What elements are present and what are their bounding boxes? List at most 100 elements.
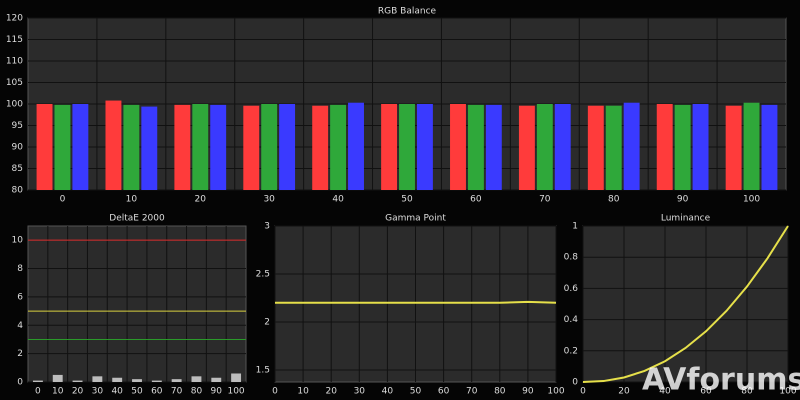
y-tick-label: 8	[17, 264, 23, 274]
bar	[725, 105, 742, 190]
bar	[243, 105, 260, 190]
bar	[231, 373, 242, 382]
y-tick-label: 95	[12, 121, 23, 131]
y-tick-label: 100	[6, 100, 23, 110]
bar	[192, 104, 209, 190]
x-tick-label: 90	[522, 387, 534, 397]
bar	[191, 376, 202, 382]
bar	[623, 102, 640, 190]
bar	[416, 104, 433, 190]
y-tick-label: 2	[264, 318, 270, 328]
bar	[105, 100, 122, 190]
y-tick-label: 90	[12, 143, 24, 153]
x-tick-label: 20	[618, 387, 630, 397]
bar	[743, 102, 760, 190]
y-tick-label: 10	[12, 236, 24, 246]
bar	[72, 380, 83, 382]
x-tick-label: 20	[325, 387, 337, 397]
y-tick-label: 120	[6, 14, 23, 24]
bar	[674, 104, 691, 190]
x-tick-label: 100	[743, 195, 760, 205]
x-tick-label: 80	[608, 195, 620, 205]
y-tick-label: 0.4	[564, 315, 579, 325]
x-tick-label: 10	[297, 387, 309, 397]
x-tick-label: 100	[547, 387, 564, 397]
x-tick-label: 10	[52, 387, 64, 397]
chart-title: Gamma Point	[385, 214, 446, 224]
x-tick-label: 90	[677, 195, 689, 205]
watermark: AVforums	[642, 363, 800, 398]
plot-area	[582, 225, 789, 383]
x-tick-label: 60	[700, 387, 712, 397]
y-tick-label: 105	[6, 78, 23, 88]
x-tick-label: 80	[494, 387, 506, 397]
line	[582, 225, 789, 383]
bar	[32, 380, 43, 382]
y-tick-label: 2.5	[256, 270, 270, 280]
y-tick-label: 0	[17, 378, 23, 388]
y-tick-label: 0.2	[564, 346, 578, 356]
bar	[132, 379, 142, 382]
bar	[330, 104, 347, 190]
bar	[171, 379, 182, 382]
chart-title: RGB Balance	[378, 7, 437, 17]
y-tick-label: 115	[6, 35, 23, 45]
bar	[112, 377, 123, 382]
y-tick-label: 3	[264, 222, 270, 232]
y-tick-label: 1.5	[256, 366, 270, 376]
x-tick-label: 40	[111, 387, 123, 397]
bar	[399, 104, 415, 190]
x-tick-label: 80	[191, 387, 203, 397]
chart-title: DeltaE 2000	[109, 214, 165, 224]
y-tick-label: 0	[572, 378, 578, 388]
bar	[52, 374, 63, 382]
y-tick-label: 2	[17, 349, 23, 359]
bar	[141, 106, 158, 190]
bar	[211, 377, 222, 382]
bar	[261, 104, 278, 190]
bar	[312, 105, 329, 190]
chart-title: Luminance	[661, 214, 711, 224]
x-tick-label: 30	[263, 195, 275, 205]
x-tick-label: 50	[401, 195, 413, 205]
x-tick-label: 0	[35, 387, 41, 397]
bar	[36, 104, 53, 190]
x-tick-label: 20	[195, 195, 207, 205]
x-tick-label: 60	[470, 195, 482, 205]
bar	[536, 104, 553, 190]
x-tick-label: 0	[272, 387, 278, 397]
bar	[54, 104, 71, 190]
x-tick-label: 20	[72, 387, 84, 397]
x-tick-label: 50	[410, 387, 422, 397]
bar	[761, 104, 778, 190]
bar	[554, 104, 571, 190]
x-tick-label: 0	[60, 195, 66, 205]
y-tick-label: 80	[12, 186, 24, 196]
x-tick-label: 50	[131, 387, 143, 397]
bar	[174, 104, 191, 190]
x-tick-label: 90	[211, 387, 223, 397]
bar	[587, 105, 604, 190]
bar	[381, 104, 398, 190]
x-tick-label: 60	[438, 387, 450, 397]
y-tick-label: 6	[17, 292, 23, 302]
bar	[692, 104, 709, 190]
bar	[279, 104, 296, 190]
x-tick-label: 10	[126, 195, 138, 205]
bar	[485, 104, 502, 190]
x-tick-label: 100	[779, 387, 796, 397]
x-tick-label: 100	[227, 387, 244, 397]
x-tick-label: 0	[580, 387, 586, 397]
y-tick-label: 0.8	[564, 253, 579, 263]
y-tick-label: 4	[17, 321, 23, 331]
bar	[123, 104, 140, 190]
x-tick-label: 60	[151, 387, 163, 397]
bar	[92, 376, 103, 382]
bar	[605, 105, 622, 190]
x-tick-label: 70	[539, 195, 551, 205]
y-tick-label: 1	[572, 222, 578, 232]
bar	[656, 104, 673, 190]
line	[275, 300, 557, 304]
bar	[151, 380, 162, 382]
